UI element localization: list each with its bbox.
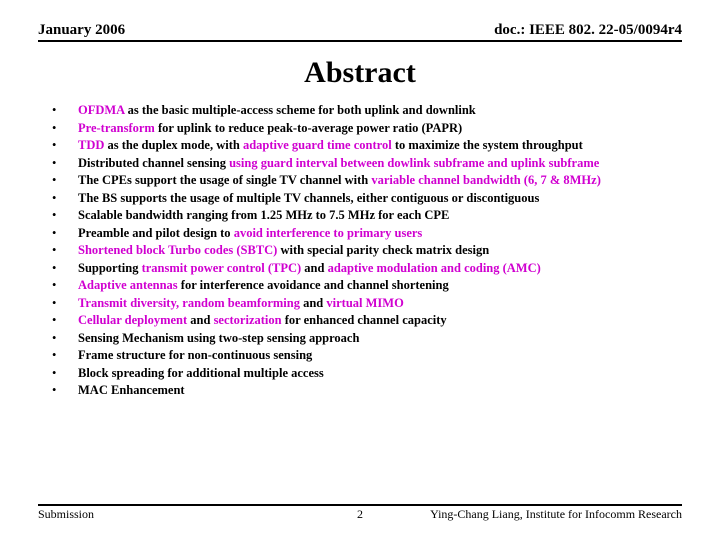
bullet-marker: • — [52, 242, 78, 259]
bullet-marker: • — [52, 312, 78, 329]
bullet-marker: • — [52, 277, 78, 294]
bullet-text: Pre-transform for uplink to reduce peak-… — [78, 120, 682, 137]
bullet-text: Frame structure for non-continuous sensi… — [78, 347, 682, 364]
bullet-text: Shortened block Turbo codes (SBTC) with … — [78, 242, 682, 259]
bullet-item: •Frame structure for non-continuous sens… — [52, 347, 682, 364]
bullet-text: The CPEs support the usage of single TV … — [78, 172, 682, 189]
bullet-marker: • — [52, 260, 78, 277]
bullet-text: Sensing Mechanism using two-step sensing… — [78, 330, 682, 347]
bullet-marker: • — [52, 102, 78, 119]
header-row: January 2006 doc.: IEEE 802. 22-05/0094r… — [38, 22, 682, 42]
bullet-item: •Sensing Mechanism using two-step sensin… — [52, 330, 682, 347]
bullet-marker: • — [52, 365, 78, 382]
bullet-marker: • — [52, 295, 78, 312]
bullet-text: Adaptive antennas for interference avoid… — [78, 277, 682, 294]
bullet-text: MAC Enhancement — [78, 382, 682, 399]
bullet-marker: • — [52, 330, 78, 347]
bullet-item: •Supporting transmit power control (TPC)… — [52, 260, 682, 277]
bullet-text: Distributed channel sensing using guard … — [78, 155, 682, 172]
slide: January 2006 doc.: IEEE 802. 22-05/0094r… — [0, 0, 720, 540]
bullet-item: •Block spreading for additional multiple… — [52, 365, 682, 382]
bullet-item: •OFDMA as the basic multiple-access sche… — [52, 102, 682, 119]
bullet-list: •OFDMA as the basic multiple-access sche… — [38, 102, 682, 399]
bullet-item: •Adaptive antennas for interference avoi… — [52, 277, 682, 294]
bullet-marker: • — [52, 190, 78, 207]
bullet-item: •TDD as the duplex mode, with adaptive g… — [52, 137, 682, 154]
bullet-item: •Cellular deployment and sectorization f… — [52, 312, 682, 329]
bullet-item: •Transmit diversity, random beamforming … — [52, 295, 682, 312]
footer-row: Submission 2 Ying-Chang Liang, Institute… — [38, 504, 682, 522]
bullet-text: Block spreading for additional multiple … — [78, 365, 682, 382]
bullet-marker: • — [52, 155, 78, 172]
bullet-text: Transmit diversity, random beamforming a… — [78, 295, 682, 312]
bullet-marker: • — [52, 137, 78, 154]
bullet-item: •The BS supports the usage of multiple T… — [52, 190, 682, 207]
bullet-marker: • — [52, 172, 78, 189]
bullet-item: •Preamble and pilot design to avoid inte… — [52, 225, 682, 242]
bullet-text: Supporting transmit power control (TPC) … — [78, 260, 682, 277]
bullet-item: •Pre-transform for uplink to reduce peak… — [52, 120, 682, 137]
bullet-text: Cellular deployment and sectorization fo… — [78, 312, 682, 329]
header-left: January 2006 — [38, 22, 125, 39]
bullet-marker: • — [52, 120, 78, 137]
footer-right: Ying-Chang Liang, Institute for Infocomm… — [430, 507, 682, 522]
bullet-text: The BS supports the usage of multiple TV… — [78, 190, 682, 207]
bullet-text: Scalable bandwidth ranging from 1.25 MHz… — [78, 207, 682, 224]
bullet-item: •Shortened block Turbo codes (SBTC) with… — [52, 242, 682, 259]
bullet-marker: • — [52, 382, 78, 399]
bullet-text: Preamble and pilot design to avoid inter… — [78, 225, 682, 242]
page-title: Abstract — [38, 56, 682, 90]
bullet-marker: • — [52, 207, 78, 224]
footer-page-number: 2 — [357, 507, 363, 522]
bullet-item: •Scalable bandwidth ranging from 1.25 MH… — [52, 207, 682, 224]
bullet-text: TDD as the duplex mode, with adaptive gu… — [78, 137, 682, 154]
bullet-marker: • — [52, 347, 78, 364]
bullet-item: •Distributed channel sensing using guard… — [52, 155, 682, 172]
bullet-item: •MAC Enhancement — [52, 382, 682, 399]
bullet-item: •The CPEs support the usage of single TV… — [52, 172, 682, 189]
footer-left: Submission — [38, 507, 94, 522]
header-right: doc.: IEEE 802. 22-05/0094r4 — [494, 22, 682, 39]
bullet-marker: • — [52, 225, 78, 242]
bullet-text: OFDMA as the basic multiple-access schem… — [78, 102, 682, 119]
